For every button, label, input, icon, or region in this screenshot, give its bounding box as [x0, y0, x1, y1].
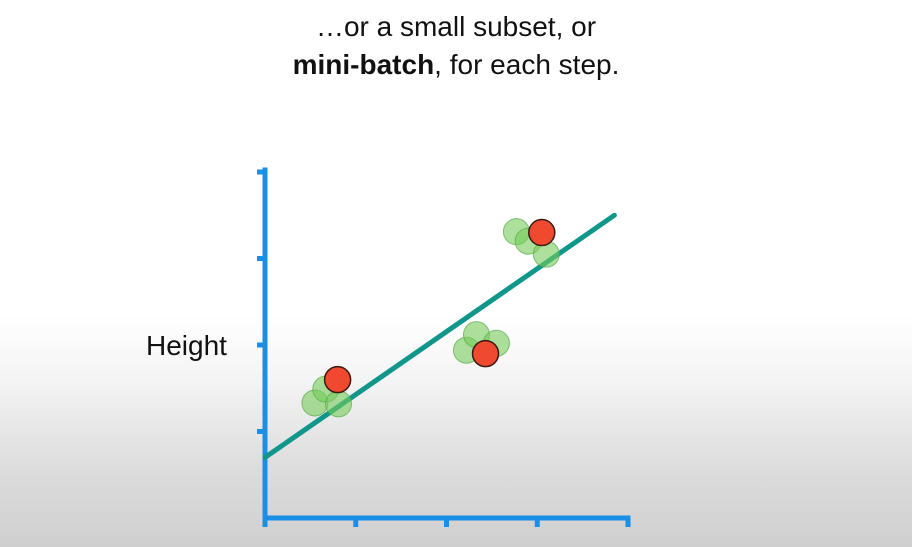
red-point-2 — [528, 218, 556, 247]
red-points — [323, 218, 556, 394]
caption-emphasis: mini-batch — [292, 49, 435, 80]
fit-line — [262, 212, 617, 460]
axes — [257, 167, 631, 527]
fit-line-group — [262, 212, 617, 460]
red-point-1 — [471, 339, 500, 368]
caption-line-1: …or a small subset, or — [315, 11, 597, 42]
y-axis-label: Height — [146, 330, 227, 361]
caption-line-2: mini-batch, for each step. — [0, 46, 912, 84]
slide-caption: …or a small subset, or mini-batch, for e… — [0, 8, 912, 84]
green-point-2 — [325, 390, 353, 418]
caption-line-2-rest: , for each step. — [434, 49, 620, 80]
red-point-0 — [323, 365, 352, 394]
